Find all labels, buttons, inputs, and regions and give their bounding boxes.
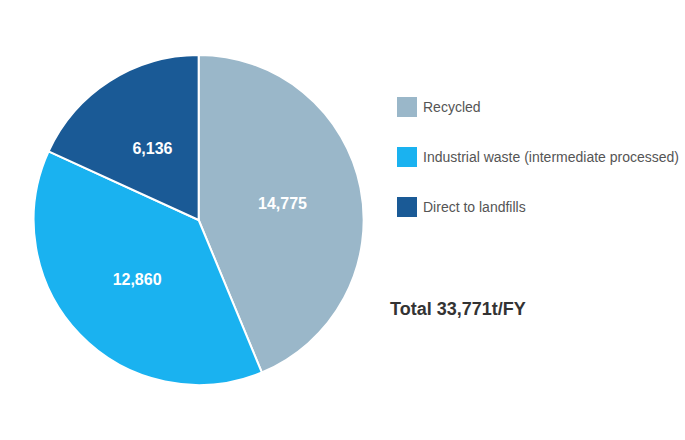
svg-text:Industrial waste (intermediate: Industrial waste (intermediate processed… bbox=[423, 149, 679, 165]
svg-text:14,775: 14,775 bbox=[258, 195, 307, 212]
svg-text:6,136: 6,136 bbox=[132, 140, 172, 157]
svg-text:12,860: 12,860 bbox=[113, 271, 162, 288]
svg-text:Direct to landfills: Direct to landfills bbox=[423, 199, 526, 215]
svg-text:Recycled: Recycled bbox=[423, 99, 481, 115]
svg-text:Total 33,771t/FY: Total 33,771t/FY bbox=[390, 299, 526, 319]
